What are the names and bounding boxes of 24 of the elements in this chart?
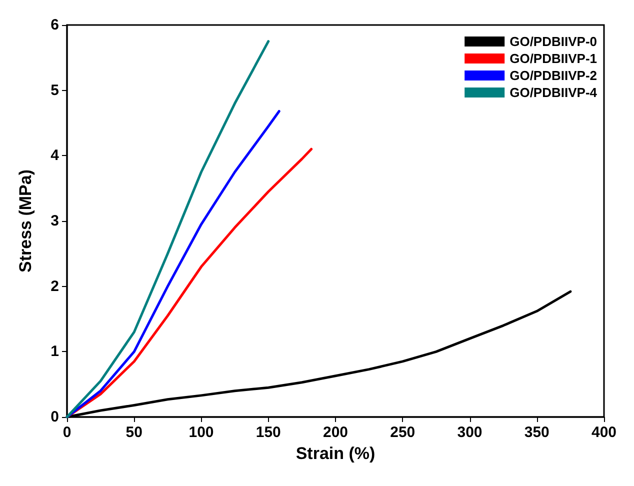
y-tick-label: 6 [50, 16, 59, 34]
y-axis-title: Stress (MPa) [16, 170, 35, 272]
x-tick-label: 300 [457, 424, 482, 441]
line-series [66, 148, 313, 418]
legend-label: GO/PDBIIVP-2 [510, 68, 598, 83]
y-tick-label: 2 [50, 278, 59, 295]
legend-label: GO/PDBIIVP-0 [510, 34, 598, 49]
legend-label: GO/PDBIIVP-4 [510, 85, 598, 100]
legend-label: GO/PDBIIVP-1 [510, 51, 598, 66]
x-tick-label: 0 [62, 424, 72, 441]
x-tick-label: 50 [126, 424, 142, 441]
y-tick-label: 3 [50, 212, 59, 230]
y-tick-label: 1 [50, 343, 59, 360]
x-tick-label: 250 [390, 424, 416, 441]
x-axis-title: Strain (%) [296, 444, 376, 463]
line-series [66, 40, 270, 418]
y-tick-label: 0 [50, 408, 59, 426]
x-tick-label: 400 [591, 424, 617, 441]
y-tick-label: 4 [50, 147, 60, 164]
x-tick-label: 100 [188, 424, 214, 441]
x-tick-label: 150 [256, 424, 281, 441]
x-tick-label: 350 [524, 424, 550, 441]
y-tick-label: 5 [50, 82, 59, 99]
x-tick-label: 200 [322, 424, 348, 441]
